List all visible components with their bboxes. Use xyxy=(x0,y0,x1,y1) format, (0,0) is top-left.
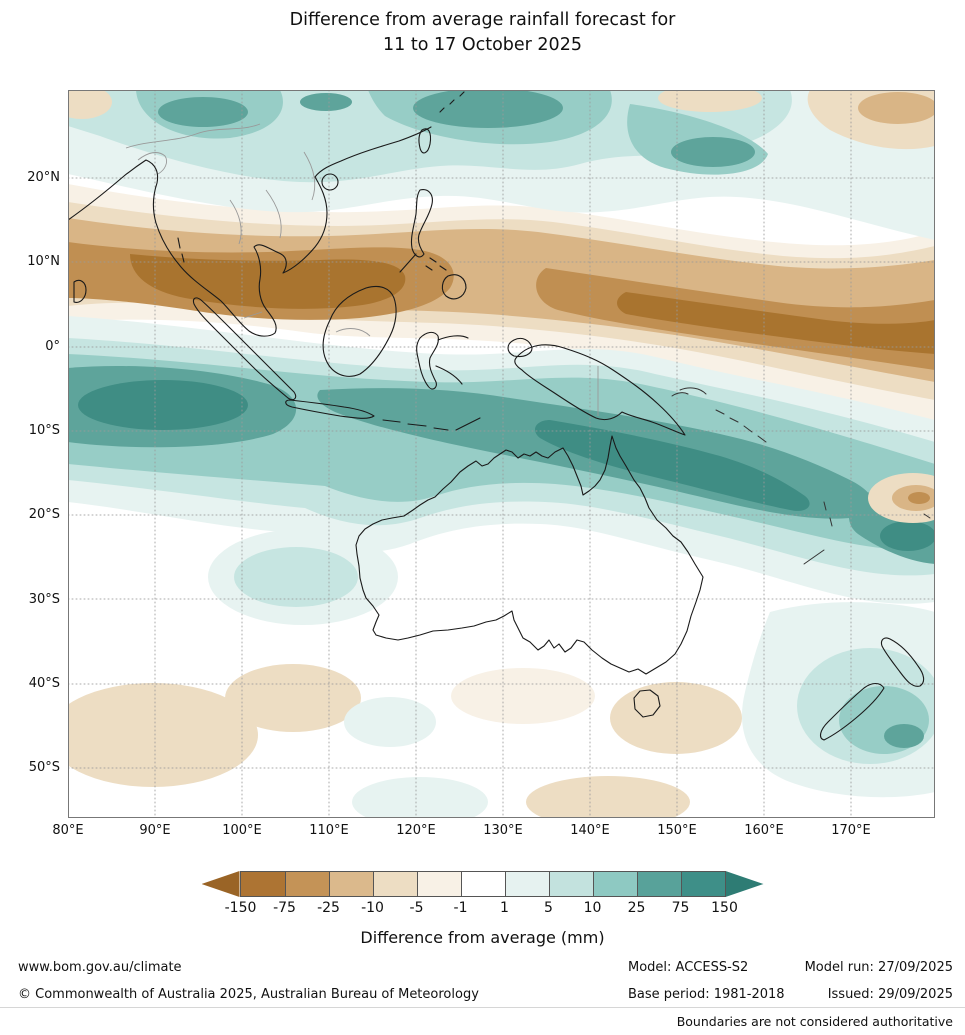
footer-model: Model: ACCESS-S2 xyxy=(628,960,749,975)
legend-tick-label: 1 xyxy=(500,900,509,916)
country-borders xyxy=(125,123,599,416)
coastline-luzon xyxy=(410,189,433,258)
coastline-hainan xyxy=(321,173,339,191)
lon-label-100e: 100°E xyxy=(222,823,262,838)
legend-tick-label: 10 xyxy=(583,900,602,916)
lon-label-90e: 90°E xyxy=(139,823,171,838)
lon-label-130e: 130°E xyxy=(483,823,523,838)
lat-label-20s: 20°S xyxy=(28,507,60,522)
coastline-sri-lanka xyxy=(73,279,87,303)
coastline-tasmania xyxy=(633,689,661,718)
lon-label-140e: 140°E xyxy=(570,823,610,838)
lon-label-110e: 110°E xyxy=(309,823,349,838)
legend-tick-label: -1 xyxy=(453,900,468,916)
footer-copyright: © Commonwealth of Australia 2025, Austra… xyxy=(18,987,479,1002)
lon-label-170e: 170°E xyxy=(831,823,871,838)
legend-colorbar xyxy=(201,871,764,897)
legend-cell xyxy=(548,872,593,896)
footer-disclaimer-row: Boundaries are not considered authoritat… xyxy=(0,1007,965,1030)
coastline-borneo xyxy=(322,285,397,377)
page-title: Difference from average rainfall forecas… xyxy=(0,8,965,59)
lon-label-120e: 120°E xyxy=(396,823,436,838)
lat-label-10s: 10°S xyxy=(28,423,60,438)
coastline-mindanao xyxy=(441,274,467,300)
map-frame xyxy=(68,90,935,818)
lon-label-150e: 150°E xyxy=(657,823,697,838)
title-line-2: 11 to 17 October 2025 xyxy=(383,35,582,56)
coastlines xyxy=(67,91,925,741)
wet-fill-layer xyxy=(68,88,943,827)
footer-issued: Issued: 29/09/2025 xyxy=(827,987,953,1002)
legend-caption: Difference from average (mm) xyxy=(360,928,605,947)
legend: -150 -75 -25 -10 -5 -1 1 5 10 25 75 150 xyxy=(201,871,764,920)
lat-label-50s: 50°S xyxy=(28,760,60,775)
legend-tick-label: 150 xyxy=(711,900,738,916)
rainfall-anomaly-map xyxy=(48,84,958,828)
coastline-australia xyxy=(355,435,704,675)
lon-label-160e: 160°E xyxy=(744,823,784,838)
legend-arrow-left xyxy=(201,871,240,897)
dry-fill-layer xyxy=(48,184,935,828)
lat-label-30s: 30°S xyxy=(28,592,60,607)
legend-cell xyxy=(284,872,329,896)
lat-label-20n: 20°N xyxy=(27,170,60,185)
footer-website: www.bom.gov.au/climate xyxy=(18,960,182,975)
coastline-taiwan xyxy=(418,128,432,154)
map-canvas xyxy=(48,84,958,828)
legend-arrow-right xyxy=(725,871,764,897)
legend-cell xyxy=(636,872,681,896)
coastline-mainland-asia xyxy=(67,126,432,337)
legend-cell xyxy=(504,872,549,896)
coastline-new-zealand-north xyxy=(880,637,925,687)
legend-cell xyxy=(680,872,725,896)
coastline-sumatra xyxy=(192,297,297,401)
legend-tick-label: -5 xyxy=(409,900,424,916)
footer-disclaimer: Boundaries are not considered authoritat… xyxy=(676,1014,953,1029)
legend-tick-label: 5 xyxy=(544,900,553,916)
coastline-new-guinea xyxy=(514,344,686,436)
legend-ticks: -150 -75 -25 -10 -5 -1 1 5 10 25 75 150 xyxy=(225,900,738,920)
legend-cell xyxy=(240,872,285,896)
legend-cell xyxy=(372,872,417,896)
footer-base-period: Base period: 1981-2018 xyxy=(628,987,785,1002)
island-chains xyxy=(671,387,931,565)
legend-tick-label: -75 xyxy=(273,900,296,916)
legend-tick-label: -25 xyxy=(317,900,340,916)
legend-cell xyxy=(460,872,505,896)
coastline-java xyxy=(285,399,375,419)
coastline-new-zealand-south xyxy=(819,682,885,741)
coastline-birds-head xyxy=(507,337,533,358)
legend-tick-label: 25 xyxy=(627,900,646,916)
legend-tick-label: 75 xyxy=(671,900,690,916)
lat-label-40s: 40°S xyxy=(28,676,60,691)
coastline-sulawesi xyxy=(416,331,439,390)
title-line-1: Difference from average rainfall forecas… xyxy=(289,10,676,30)
footer-model-run: Model run: 27/09/2025 xyxy=(804,960,953,975)
legend-cells xyxy=(239,871,726,897)
lat-label-10n: 10°N xyxy=(27,254,60,269)
lon-label-80e: 80°E xyxy=(52,823,84,838)
lat-label-0: 0° xyxy=(45,339,60,354)
legend-cell xyxy=(416,872,461,896)
legend-tick-label: -10 xyxy=(361,900,384,916)
legend-tick-label: -150 xyxy=(224,900,257,916)
legend-cell xyxy=(328,872,373,896)
legend-cell xyxy=(592,872,637,896)
